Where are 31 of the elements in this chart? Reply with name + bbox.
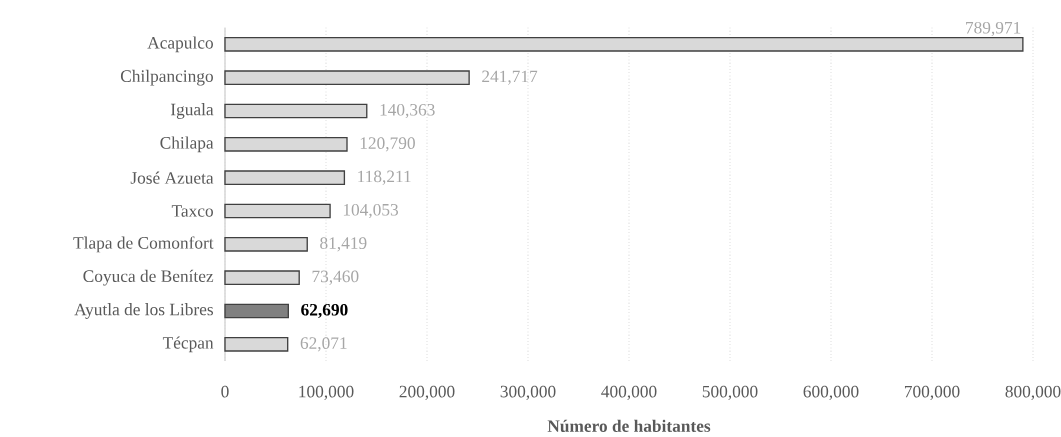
y-tick-label: Acapulco: [147, 36, 213, 53]
y-tick-label: Técpan: [162, 336, 214, 353]
y-tick-label: Taxco: [171, 205, 213, 217]
bar: [224, 303, 289, 319]
data-label: 118,211: [358, 170, 411, 185]
x-tick-label: 200,000: [399, 385, 455, 400]
y-tick-label: Coyuca de Benítez: [83, 269, 214, 286]
x-tick-label: 600,000: [803, 385, 859, 400]
data-label: 140,363: [380, 103, 435, 119]
x-tick-label: 300,000: [500, 385, 556, 400]
data-label: 62,690: [301, 303, 348, 319]
x-tick-label: 0: [221, 385, 229, 398]
data-label: 120,790: [360, 137, 415, 152]
data-label: 73,460: [312, 270, 359, 285]
x-tick-label: 500,000: [702, 385, 758, 400]
data-label: 789,971: [966, 21, 1021, 37]
y-tick-label: José Azueta: [130, 171, 214, 184]
x-tick-label: 700,000: [904, 385, 960, 400]
data-label: 241,717: [482, 70, 538, 85]
data-label: 81,419: [320, 237, 367, 252]
y-tick-label: Chilapa: [160, 136, 214, 153]
data-label: 104,053: [343, 203, 399, 219]
y-tick-label: Tlapa de Comonfort: [73, 236, 214, 253]
x-tick-label: 100,000: [299, 385, 354, 400]
x-tick-label: 800,000: [1005, 385, 1061, 400]
y-tick-label: Iguala: [170, 103, 214, 119]
x-tick-label: 400,000: [601, 385, 657, 400]
y-tick-label: Ayutla de los Libres: [74, 303, 214, 319]
y-tick-label: Chilpancingo: [120, 69, 213, 86]
data-label: 62,071: [300, 337, 347, 352]
x-axis-title: Número de habitantes: [547, 419, 711, 432]
